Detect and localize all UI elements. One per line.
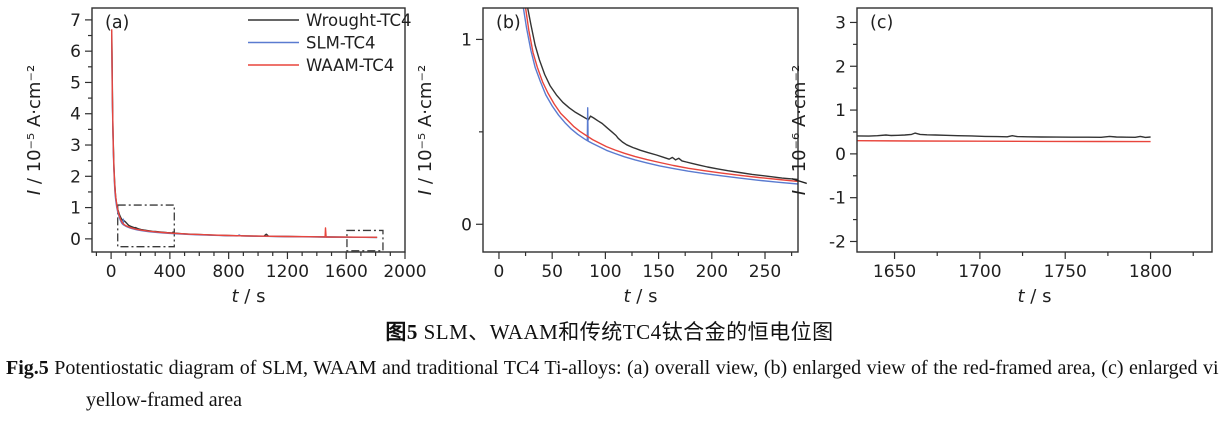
- panel-label: (c): [870, 13, 893, 33]
- svg-text:0: 0: [70, 230, 81, 250]
- legend-label: WAAM-TC4: [306, 56, 394, 75]
- tick-labels: 0 50 100 150 200 250 0 1: [461, 30, 781, 282]
- svg-text:1200: 1200: [266, 262, 309, 282]
- svg-text:0: 0: [835, 145, 846, 165]
- svg-text:1800: 1800: [1129, 262, 1172, 282]
- x-axis-label: t / s: [624, 286, 658, 307]
- axis-ticks: [85, 19, 406, 259]
- svg-text:1: 1: [70, 199, 81, 219]
- svg-text:7: 7: [70, 11, 81, 31]
- caption-english: Fig.5 Potentiostatic diagram of SLM, WAA…: [6, 352, 1219, 416]
- caption-chinese-text: SLM、WAAM和传统TC4钛合金的恒电位图: [417, 320, 834, 344]
- y-axis-label: I / 10⁻⁵ A·cm⁻²: [24, 65, 45, 195]
- svg-text:3: 3: [835, 13, 846, 33]
- series-waam-tc4: [857, 140, 1151, 143]
- svg-text:6: 6: [70, 42, 81, 62]
- caption-english-figno: Fig.5: [6, 357, 49, 379]
- plot-frame: [91, 7, 406, 253]
- svg-text:-1: -1: [829, 189, 846, 209]
- series-wrought-tc4: [526, 8, 798, 181]
- svg-text:2: 2: [835, 57, 846, 77]
- svg-text:-2: -2: [829, 232, 846, 252]
- zoom-region-box: [346, 229, 384, 252]
- tick-labels: 1650 1700 1750 1800 -2 -1 0 1 2 3: [829, 13, 1172, 282]
- zoom-region-box: [117, 204, 175, 248]
- svg-text:100: 100: [589, 262, 621, 282]
- caption-english-text: Potentiostatic diagram of SLM, WAAM and …: [48, 357, 1219, 411]
- plot-frame: [856, 7, 1213, 253]
- plot-frame: [482, 7, 799, 253]
- legend: Wrought-TC4 SLM-TC4 WAAM-TC4: [248, 11, 412, 75]
- svg-text:5: 5: [70, 73, 81, 93]
- svg-text:50: 50: [541, 262, 563, 282]
- panel-a-chart: 0 400 800 1200 1600 2000 0 1 2 3 4 5 6 7 t / s I / 10⁻⁵…: [24, 7, 427, 307]
- svg-text:1600: 1600: [325, 262, 368, 282]
- series-wrought-tc4: [857, 132, 1151, 139]
- svg-text:0: 0: [494, 262, 505, 282]
- svg-text:1650: 1650: [873, 262, 916, 282]
- series-waam-tc4: [111, 29, 378, 238]
- x-axis-label: t / s: [232, 286, 266, 307]
- svg-text:0: 0: [461, 215, 472, 235]
- svg-text:3: 3: [70, 136, 81, 156]
- svg-text:400: 400: [154, 262, 186, 282]
- svg-text:1700: 1700: [958, 262, 1001, 282]
- series-waam-tc4: [524, 8, 798, 183]
- svg-text:4: 4: [70, 105, 81, 125]
- axis-ticks: [476, 38, 793, 259]
- panel-b-chart: 0 50 100 150 200 250 0 1 t / s I / 10⁻⁵ A·cm⁻² (b): [415, 7, 799, 307]
- legend-label: Wrought-TC4: [306, 11, 412, 30]
- y-axis-label: I / 10⁻⁶ A·cm⁻²: [789, 65, 810, 195]
- svg-text:200: 200: [696, 262, 728, 282]
- svg-text:2: 2: [70, 167, 81, 187]
- panel-label: (a): [105, 13, 129, 33]
- y-axis-label: I / 10⁻⁵ A·cm⁻²: [415, 65, 436, 195]
- caption-chinese: 图5 SLM、WAAM和传统TC4钛合金的恒电位图: [0, 316, 1219, 346]
- caption-chinese-figno: 图5: [385, 320, 418, 344]
- svg-text:250: 250: [749, 262, 781, 282]
- svg-text:1750: 1750: [1044, 262, 1087, 282]
- svg-text:1: 1: [835, 101, 846, 121]
- svg-text:150: 150: [642, 262, 674, 282]
- panel-label: (b): [496, 13, 521, 33]
- x-axis-label: t / s: [1018, 286, 1052, 307]
- svg-text:1: 1: [461, 30, 472, 50]
- panel-c-chart: 1650 1700 1750 1800 -2 -1 0 1 2 3 t / s I / 10⁻⁶ A·…: [789, 7, 1213, 307]
- svg-text:0: 0: [106, 262, 117, 282]
- series-slm-tc4: [522, 8, 798, 185]
- svg-text:800: 800: [212, 262, 244, 282]
- legend-label: SLM-TC4: [306, 34, 375, 53]
- tick-labels: 0 400 800 1200 1600 2000 0 1 2 3 4 5 6 7: [70, 11, 426, 282]
- svg-text:2000: 2000: [383, 262, 426, 282]
